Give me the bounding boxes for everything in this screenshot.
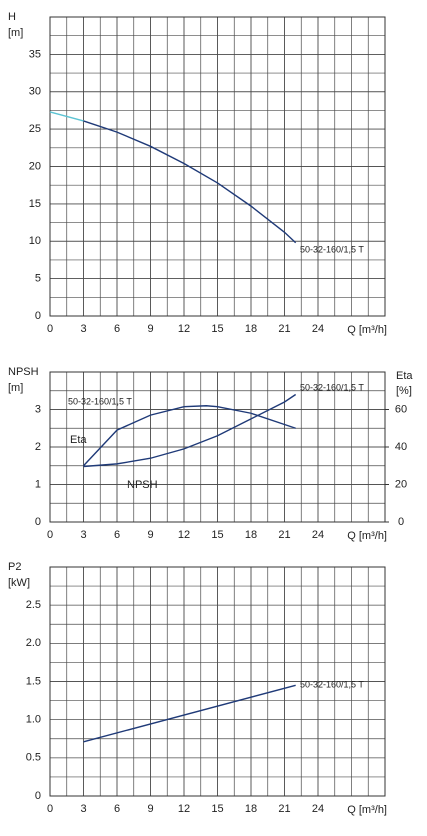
y-tick-label: 1.5 — [26, 675, 41, 687]
x-axis-label: Q [m³/h] — [347, 804, 387, 816]
series-label: 50-32-160/1,5 T — [300, 679, 364, 689]
y2-tick-label: 0 — [398, 516, 404, 528]
x-tick-label: 21 — [278, 803, 290, 815]
annotation: 50-32-160/1,5 T — [300, 382, 364, 392]
y-axis-unit: [m] — [8, 27, 23, 39]
x-tick-label: 24 — [312, 803, 324, 815]
x-tick-label: 24 — [312, 529, 324, 541]
y-axis-label: H — [8, 11, 16, 23]
x-tick-label: 3 — [80, 803, 86, 815]
y-axis-unit: [m] — [8, 382, 23, 394]
x-tick-label: 15 — [211, 323, 223, 335]
y-tick-label: 25 — [29, 123, 41, 135]
y-tick-label: 10 — [29, 235, 41, 247]
x-tick-label: 18 — [245, 803, 257, 815]
x-tick-label: 18 — [245, 323, 257, 335]
x-tick-label: 0 — [47, 803, 53, 815]
x-tick-label: 0 — [47, 323, 53, 335]
series-label: NPSH — [127, 479, 158, 491]
y2-axis-label: Eta — [396, 370, 413, 382]
y2-tick-label: 40 — [395, 441, 407, 453]
y-axis-label: NPSH — [8, 366, 39, 378]
y-tick-label: 15 — [29, 198, 41, 210]
y-tick-label: 0 — [35, 310, 41, 322]
x-tick-label: 9 — [147, 529, 153, 541]
plot-frame — [49, 371, 386, 523]
x-tick-label: 6 — [114, 529, 120, 541]
y-axis-unit: [kW] — [8, 577, 30, 589]
x-tick-label: 12 — [178, 529, 190, 541]
x-tick-label: 24 — [312, 323, 324, 335]
series-label: 50-32-160/1,5 T — [300, 244, 364, 254]
y-tick-label: 20 — [29, 160, 41, 172]
y-tick-label: 2.5 — [26, 599, 41, 611]
x-tick-label: 21 — [278, 529, 290, 541]
x-axis-label: Q [m³/h] — [347, 324, 387, 336]
x-tick-label: 6 — [114, 323, 120, 335]
y2-tick-label: 60 — [395, 403, 407, 415]
plot-frame — [49, 566, 386, 797]
x-tick-label: 21 — [278, 323, 290, 335]
y-tick-label: 2.0 — [26, 637, 41, 649]
x-tick-label: 3 — [80, 529, 86, 541]
curve — [49, 111, 84, 122]
x-tick-label: 3 — [80, 323, 86, 335]
x-tick-label: 0 — [47, 529, 53, 541]
curve — [83, 120, 297, 244]
y-tick-label: 0 — [35, 516, 41, 528]
x-tick-label: 15 — [211, 529, 223, 541]
y-tick-label: 0.5 — [26, 752, 41, 764]
series-label: Eta — [70, 434, 87, 446]
y-tick-label: 30 — [29, 86, 41, 98]
x-tick-label: 18 — [245, 529, 257, 541]
x-tick-label: 9 — [147, 323, 153, 335]
curve — [83, 393, 297, 468]
x-axis-label: Q [m³/h] — [347, 530, 387, 542]
y-tick-label: 5 — [35, 273, 41, 285]
x-tick-label: 12 — [178, 323, 190, 335]
y-tick-label: 3 — [35, 403, 41, 415]
y-tick-label: 2 — [35, 441, 41, 453]
y-tick-label: 0 — [35, 790, 41, 802]
annotation: 50-32-160/1,5 T — [68, 396, 132, 406]
x-tick-label: 12 — [178, 803, 190, 815]
plot-frame — [49, 16, 386, 317]
y-axis-label: P2 — [8, 561, 21, 573]
y-tick-label: 1 — [35, 478, 41, 490]
y-tick-label: 1.0 — [26, 714, 41, 726]
x-tick-label: 9 — [147, 803, 153, 815]
x-tick-label: 6 — [114, 803, 120, 815]
curve — [82, 405, 296, 467]
x-tick-label: 15 — [211, 803, 223, 815]
y2-tick-label: 20 — [395, 478, 407, 490]
y2-axis-unit: [%] — [396, 385, 412, 397]
y-tick-label: 35 — [29, 48, 41, 60]
curve — [83, 684, 296, 743]
